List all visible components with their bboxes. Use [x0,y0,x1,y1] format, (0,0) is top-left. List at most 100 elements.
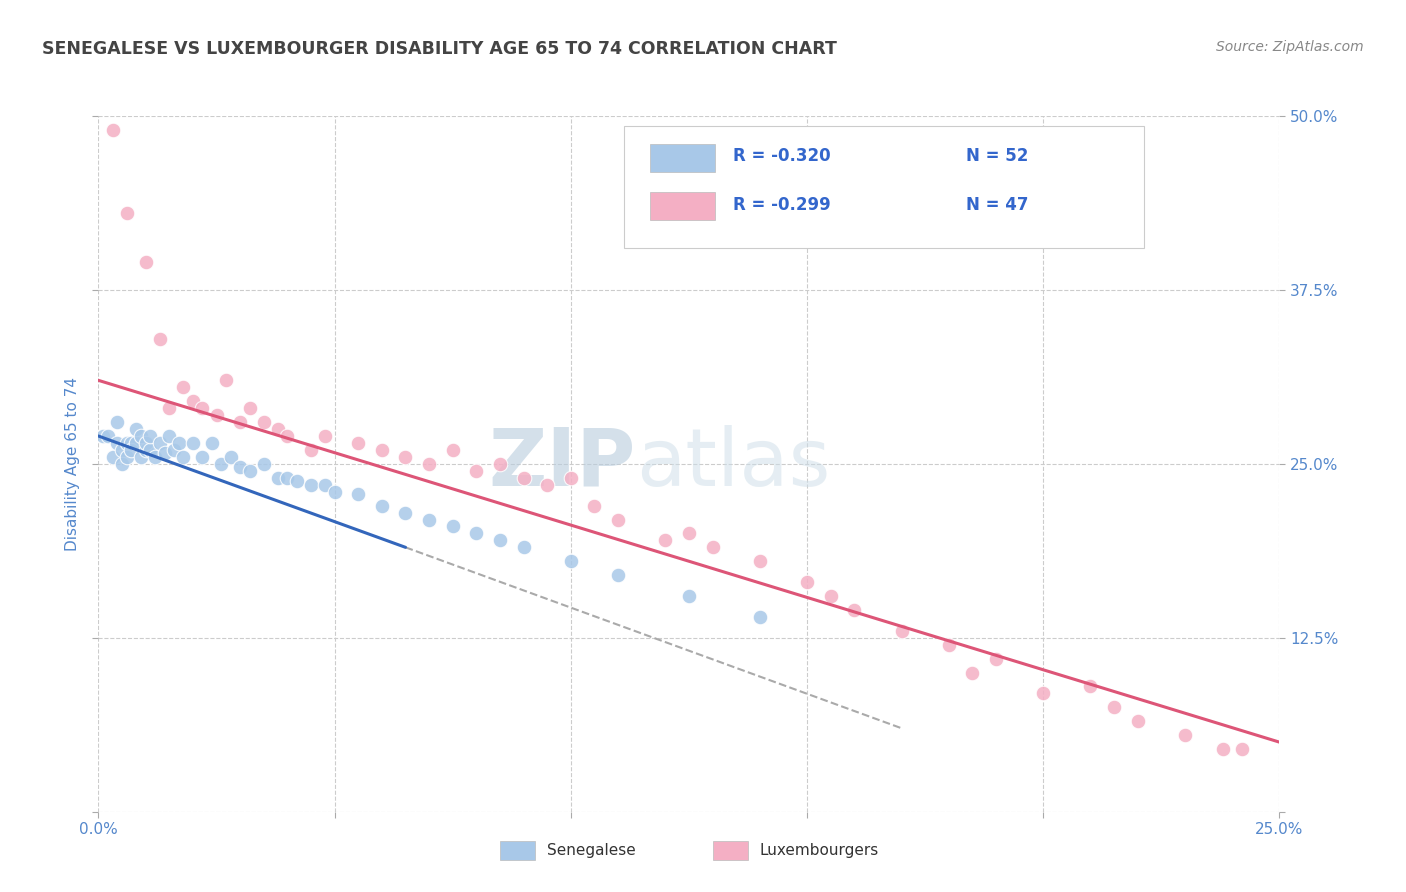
Bar [650,193,714,220]
Point [139,429,162,443]
Point [97,429,120,443]
Point [441,519,464,533]
Bar [501,841,536,861]
Point [191,401,214,416]
Point [149,332,172,346]
Point [560,471,582,485]
Point [149,436,172,450]
Point [229,415,252,429]
Point [229,459,252,474]
Text: ZIP: ZIP [488,425,636,503]
Point [489,457,512,471]
Point [239,464,262,478]
Point [135,436,157,450]
Point [253,415,276,429]
Point [267,471,290,485]
Text: N = 47: N = 47 [966,196,1029,214]
Point [489,533,512,548]
Point [844,603,866,617]
Point [167,436,190,450]
Point [962,665,984,680]
Point [1126,714,1149,729]
Point [347,487,370,501]
Point [796,575,818,590]
Point [125,422,148,436]
Point [209,457,232,471]
Text: SENEGALESE VS LUXEMBOURGER DISABILITY AGE 65 TO 74 CORRELATION CHART: SENEGALESE VS LUXEMBOURGER DISABILITY AG… [42,40,837,58]
Text: atlas: atlas [636,425,830,503]
Point [125,436,148,450]
Point [607,568,630,582]
Point [129,429,152,443]
Point [105,415,128,429]
Point [215,373,238,387]
Point [314,477,336,491]
Point [512,471,534,485]
Point [678,589,700,603]
Text: R = -0.299: R = -0.299 [733,196,831,214]
Point [172,380,194,394]
Text: N = 52: N = 52 [966,147,1029,165]
Point [299,442,322,457]
Text: Source: ZipAtlas.com: Source: ZipAtlas.com [1216,40,1364,54]
Point [512,541,534,555]
Point [748,554,770,568]
Point [678,526,700,541]
Point [1230,742,1253,756]
Point [560,554,582,568]
Point [1080,680,1102,694]
Point [115,436,138,450]
Point [129,450,152,464]
Point [267,422,290,436]
Point [253,457,276,471]
Point [938,638,960,652]
Point [172,450,194,464]
Point [984,651,1007,665]
Point [536,477,558,491]
Point [143,450,166,464]
Point [285,474,308,488]
Point [157,401,180,416]
Point [101,450,124,464]
Point [115,206,138,220]
Point [702,541,724,555]
Text: Senegalese: Senegalese [547,843,636,858]
Bar [650,144,714,171]
Point [323,484,346,499]
Text: R = -0.320: R = -0.320 [733,147,831,165]
Point [139,442,162,457]
Point [105,436,128,450]
Point [219,450,242,464]
Point [276,471,298,485]
Point [607,512,630,526]
Point [163,442,186,457]
Point [820,589,842,603]
Point [115,450,138,464]
Point [583,499,606,513]
Point [1174,728,1197,742]
Point [418,457,440,471]
Point [121,436,143,450]
Point [347,436,370,450]
Point [1102,700,1125,714]
FancyBboxPatch shape [624,127,1143,248]
Point [299,477,322,491]
Y-axis label: Disability Age 65 to 74: Disability Age 65 to 74 [65,376,80,551]
Point [654,533,676,548]
Point [239,401,262,416]
Point [205,408,228,422]
Point [1212,742,1234,756]
Point [371,499,394,513]
Point [201,436,224,450]
Point [371,442,394,457]
Point [135,442,157,457]
Bar [713,841,748,861]
Point [181,436,204,450]
Point [465,464,488,478]
Point [1032,686,1054,700]
Point [314,429,336,443]
Point [181,394,204,409]
Point [111,442,134,457]
Point [111,457,134,471]
Point [394,506,416,520]
